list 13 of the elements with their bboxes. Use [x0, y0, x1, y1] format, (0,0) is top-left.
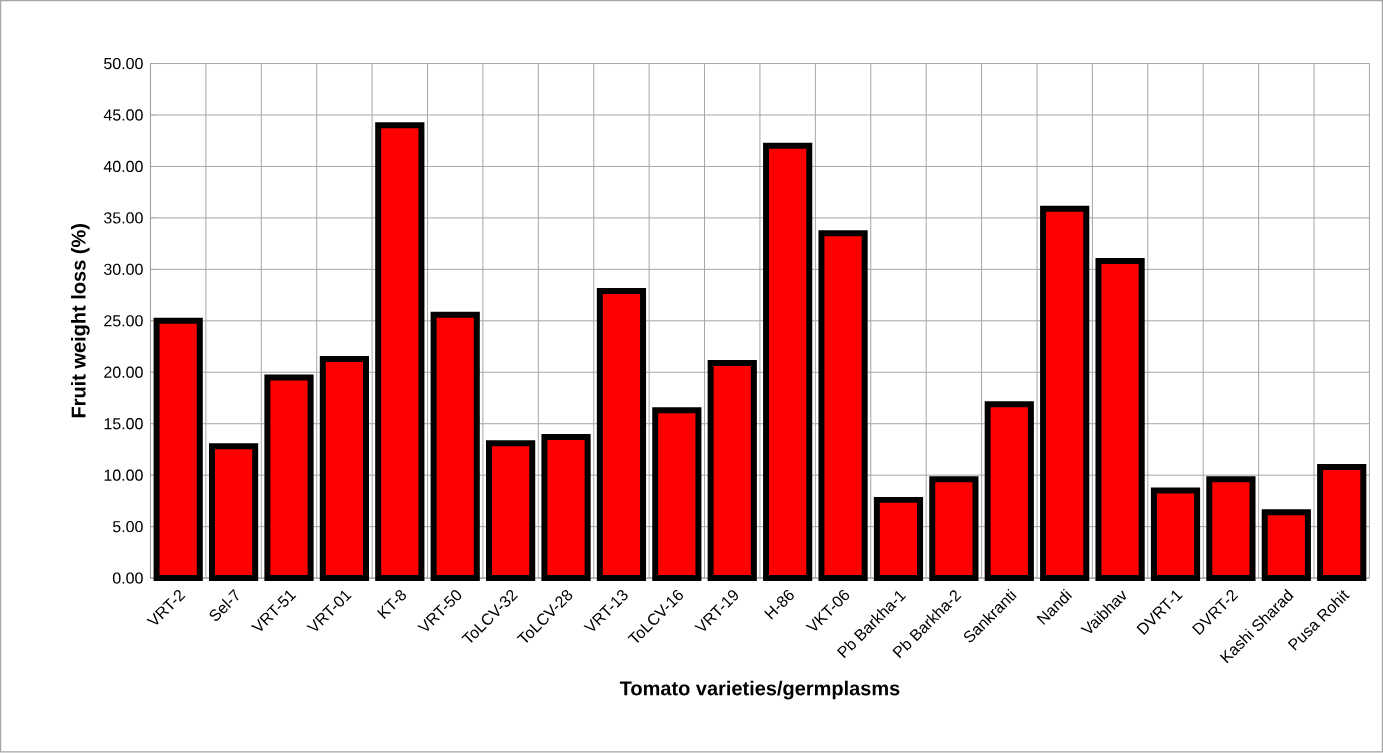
- y-tick-label: 5.00: [112, 521, 143, 533]
- y-tick-label: 20.00: [104, 366, 143, 379]
- y-tick-label: 25.00: [104, 315, 143, 327]
- y-tick-label: 0.00: [112, 572, 143, 584]
- y-tick-label: 15.00: [104, 418, 143, 430]
- y-tick-label: 35.00: [104, 212, 143, 224]
- y-tick-label: 10.00: [104, 469, 143, 482]
- x-axis-title: Tomato varieties/germplasms: [619, 680, 900, 700]
- y-tick-label: 50.00: [104, 58, 143, 70]
- y-tick-label: 30.00: [104, 263, 143, 276]
- y-axis-title: Fruit weight loss (%): [70, 224, 90, 418]
- y-tick-label: 45.00: [103, 109, 143, 121]
- y-tick-label: 40.00: [103, 161, 143, 173]
